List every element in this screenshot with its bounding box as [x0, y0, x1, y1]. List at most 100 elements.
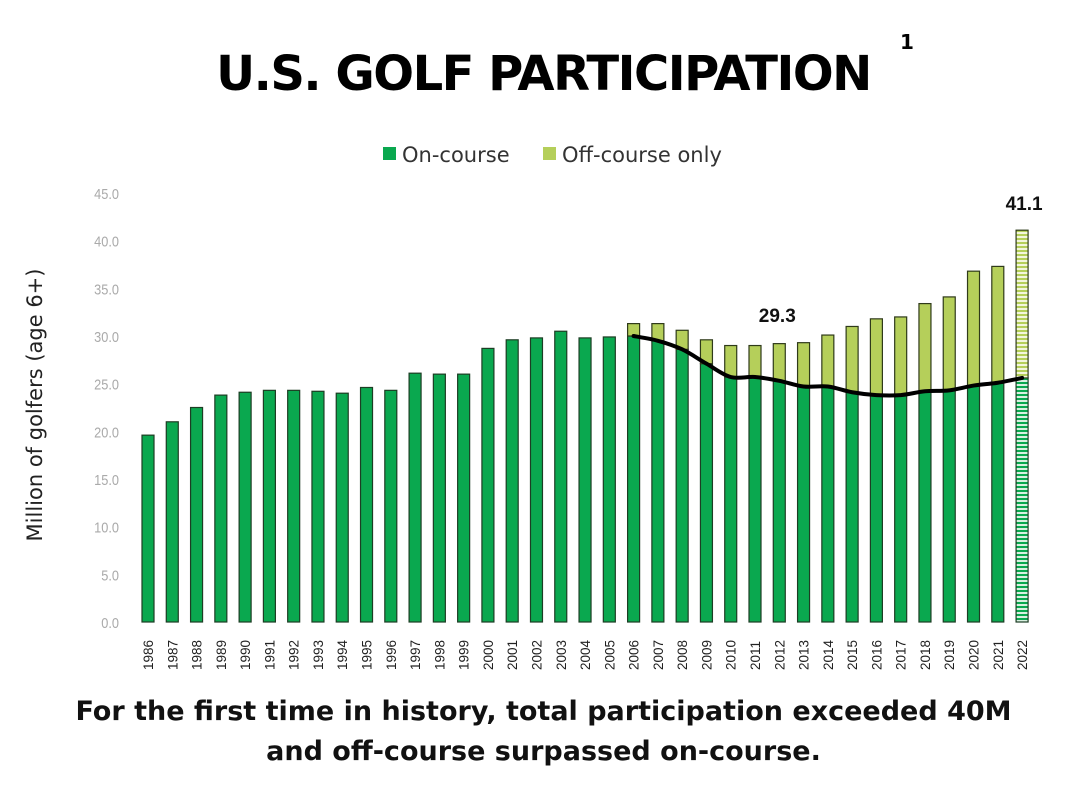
x-tick-label: 2021 — [991, 640, 1006, 670]
x-tick-label: 1998 — [432, 640, 447, 670]
bar-on-course-2018 — [918, 390, 932, 623]
bar-off-course-2011 — [748, 344, 762, 378]
x-tick-label: 2007 — [651, 640, 666, 670]
bar-off-course-2016 — [869, 318, 884, 396]
bar-on-course-2014 — [821, 385, 835, 623]
data-label-2012: 29.3 — [759, 306, 796, 327]
x-tick-label: 1989 — [214, 640, 229, 670]
bar-on-course-2005 — [602, 336, 616, 623]
y-tick-label: 35.0 — [94, 280, 119, 297]
y-tick-label: 15.0 — [94, 471, 119, 488]
x-tick-label: 2004 — [578, 639, 593, 670]
legend-swatch-off-course — [543, 147, 556, 160]
x-tick-label: 2005 — [602, 640, 617, 670]
bar-on-course-2006 — [626, 335, 641, 623]
x-tick-label: 1991 — [262, 640, 277, 670]
bar-off-course-2019 — [942, 296, 956, 391]
x-tick-label: 2001 — [505, 640, 520, 670]
x-tick-label: 2000 — [481, 640, 496, 670]
x-tick-label: 1988 — [190, 640, 205, 670]
caption-line-1: For the first time in history, total par… — [75, 696, 1012, 727]
bar-off-course-2014 — [821, 334, 835, 388]
x-tick-label: 2020 — [967, 640, 982, 670]
y-tick-label: 45.0 — [94, 185, 119, 202]
bar-off-course-2010 — [724, 344, 738, 378]
bar-on-course-1988 — [189, 406, 204, 623]
trend-line — [631, 334, 1025, 398]
y-tick-label: 25.0 — [94, 376, 119, 393]
x-tick-label: 1992 — [287, 640, 302, 670]
bar-on-course-1998 — [432, 373, 446, 623]
caption: For the first time in history, total par… — [0, 692, 1087, 772]
bar-off-course-2012 — [772, 343, 786, 382]
x-tick-label: 2013 — [797, 640, 812, 670]
bar-on-course-2016 — [869, 394, 884, 623]
y-axis-label: Million of golfers (age 6+) — [23, 269, 47, 542]
bar-on-course-1995 — [359, 386, 374, 623]
x-tick-label: 1995 — [360, 640, 375, 670]
bar-off-course-2021 — [991, 265, 1005, 384]
bar-on-course-1991 — [262, 389, 276, 623]
bar-on-course-1994 — [335, 392, 349, 623]
bar-on-course-1990 — [238, 391, 252, 623]
x-tick-label: 2019 — [942, 640, 957, 670]
bar-on-course-2009 — [699, 363, 714, 623]
bar-on-course-1996 — [384, 389, 398, 623]
bar-on-course-2017 — [894, 394, 908, 623]
x-tick-label: 2008 — [675, 640, 690, 670]
y-tick-label: 40.0 — [94, 233, 119, 250]
bar-on-course-2007 — [651, 340, 665, 623]
data-label-2022: 41.1 — [1006, 194, 1043, 215]
bar-on-course-2019 — [942, 389, 956, 623]
bar-on-course-1992 — [287, 389, 301, 623]
bar-on-course-2000 — [481, 347, 495, 623]
bar-on-course-1999 — [457, 373, 471, 623]
bar-on-course-2008 — [675, 348, 689, 623]
bar-off-course-2015 — [845, 325, 859, 393]
legend-label-off-course: Off-course only — [562, 143, 722, 167]
bar-on-course-2004 — [578, 337, 592, 623]
bar-on-course-1989 — [214, 394, 228, 623]
bar-on-course-2011 — [748, 376, 762, 623]
title-footnote-marker: 1 — [900, 30, 914, 54]
bar-on-course-2013 — [796, 385, 811, 623]
x-tick-label: 2009 — [699, 640, 714, 670]
x-tick-label: 2022 — [1015, 640, 1030, 670]
bar-off-course-2017 — [894, 316, 908, 396]
x-tick-label: 2014 — [821, 639, 836, 670]
y-tick-label: 5.0 — [101, 566, 119, 583]
bar-on-course-1993 — [311, 390, 325, 623]
legend-label-on-course: On-course — [402, 143, 510, 167]
y-tick-label: 0.0 — [101, 614, 119, 631]
y-tick-label: 20.0 — [94, 423, 119, 440]
x-tick-label: 2016 — [869, 640, 884, 670]
chart-title: U.S. GOLF PARTICIPATION — [216, 46, 872, 102]
bar-on-course-2020 — [966, 384, 981, 623]
bar-off-course-2013 — [796, 342, 811, 388]
x-tick-label: 2010 — [724, 640, 739, 670]
y-tick-label: 30.0 — [94, 328, 119, 345]
bar-on-course-2001 — [505, 339, 519, 623]
bar-on-course-2015 — [845, 391, 859, 623]
bar-on-course-2010 — [724, 376, 738, 623]
bar-on-course-1986 — [141, 434, 155, 623]
caption-line-2: and off-course surpassed on-course. — [266, 736, 821, 767]
bar-off-course-2018 — [918, 302, 932, 392]
x-tick-label: 1996 — [384, 640, 399, 670]
x-tick-label: 2011 — [748, 641, 763, 670]
x-tick-label: 2006 — [627, 640, 642, 670]
x-tick-label: 2015 — [845, 640, 860, 670]
bar-on-course-2003 — [554, 330, 568, 623]
bar-on-course-2012 — [772, 380, 786, 623]
legend-swatch-on-course — [383, 147, 396, 160]
bar-off-course-2020 — [966, 270, 981, 387]
x-tick-label: 1986 — [141, 640, 156, 670]
bar-on-course-2021 — [991, 382, 1005, 623]
bar-off-course-2022 — [1015, 229, 1029, 379]
legend: On-course Off-course only — [383, 143, 722, 167]
x-tick-label: 1994 — [335, 639, 350, 670]
x-tick-label: 1993 — [311, 640, 326, 670]
x-tick-label: 1999 — [457, 640, 472, 670]
x-tick-label: 2018 — [918, 640, 933, 670]
